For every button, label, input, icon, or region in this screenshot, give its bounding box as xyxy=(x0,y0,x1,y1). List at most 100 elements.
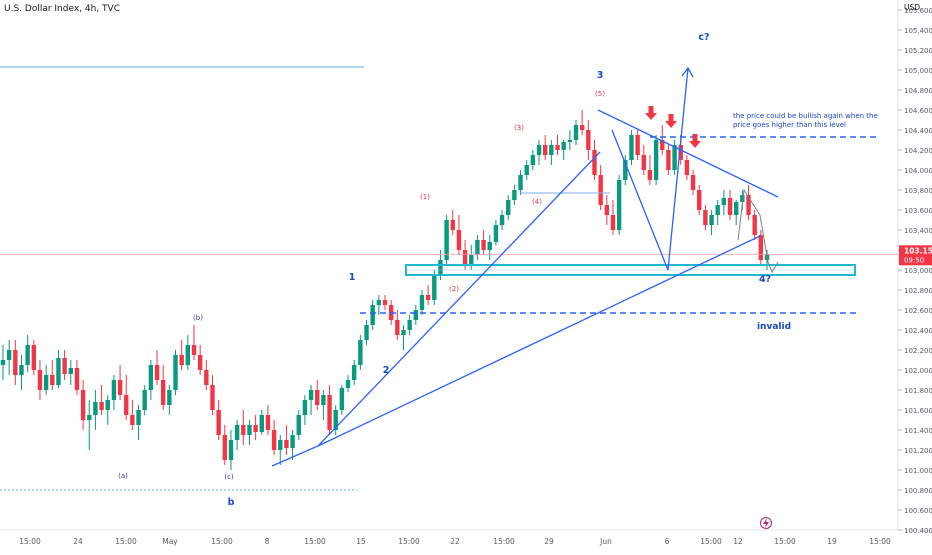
wave-label: b xyxy=(228,497,235,508)
candle-body xyxy=(493,225,499,242)
candle-body xyxy=(382,300,388,305)
candle-body xyxy=(623,160,628,180)
y-tick-label: 101.200 xyxy=(904,447,932,455)
candle-body xyxy=(99,402,104,410)
candle-body xyxy=(592,150,597,175)
candle-body xyxy=(43,375,49,390)
candle-body xyxy=(56,358,61,385)
candle-body xyxy=(247,425,252,435)
minor-wave-label: (1) xyxy=(420,193,430,201)
annotation-labels: 103.15709:50 c? 3 1 2 4? b invalid (1) (2) (3) (4) (… xyxy=(118,32,932,508)
y-tick-label: 103.800 xyxy=(904,187,932,195)
y-tick-label: 105.000 xyxy=(904,67,932,75)
candle-body xyxy=(518,175,523,190)
candle-body xyxy=(487,242,492,250)
bullish-note-line-2: price goes higher than this level xyxy=(733,121,846,129)
candle-body xyxy=(456,230,462,250)
x-tick-label: 24 xyxy=(73,537,83,546)
y-tick-label: 101.600 xyxy=(904,407,932,415)
candle-body xyxy=(358,340,363,365)
bullish-note-line-1: the price could be bullish again when th… xyxy=(733,112,878,120)
candle-body xyxy=(376,300,382,305)
candle-body xyxy=(278,440,283,450)
y-axis: 105.600 105.400 105.200 105.000 104.800 104.6… xyxy=(898,3,932,535)
y-tick-label: 103.600 xyxy=(904,207,932,215)
x-tick-label: 15:00 xyxy=(304,537,326,546)
down-arrow-icon xyxy=(692,134,698,141)
candle-body xyxy=(444,220,449,260)
candle-body xyxy=(450,220,455,230)
annotations-layer xyxy=(0,66,932,529)
x-tick-label: 12 xyxy=(733,537,743,546)
candle-body xyxy=(148,365,154,390)
candle-body xyxy=(216,410,221,435)
candle-body xyxy=(475,240,480,255)
y-tick-label: 105.400 xyxy=(904,27,932,35)
price-countdown: 09:50 xyxy=(904,256,924,264)
y-tick-label: 102.800 xyxy=(904,287,932,295)
candle-body xyxy=(339,388,345,410)
lightning-icon-bolt xyxy=(763,518,769,528)
candle-body xyxy=(308,390,314,400)
candle-body xyxy=(50,375,55,385)
candle-body xyxy=(25,345,30,365)
chart-title: U.S. Dollar Index, 4h, TVC xyxy=(4,4,120,14)
x-tick-label: 15:00 xyxy=(398,537,420,546)
candle-body xyxy=(284,440,289,448)
candle-body xyxy=(641,155,646,170)
candle-body xyxy=(604,205,610,215)
lightning-icon xyxy=(760,517,772,529)
last-price-badge xyxy=(899,245,932,266)
candle-body xyxy=(333,410,338,430)
wave-label: 4? xyxy=(759,274,771,285)
candle-body xyxy=(173,355,178,390)
x-tick-label: 15:00 xyxy=(19,537,41,546)
candle-body xyxy=(136,410,141,425)
candle-body xyxy=(31,345,37,370)
x-tick-label: May xyxy=(162,537,178,546)
candle-body xyxy=(364,325,369,340)
lower-trendline xyxy=(317,235,761,447)
down-arrow-icon xyxy=(689,141,701,148)
candle-body xyxy=(142,390,147,410)
x-tick-label: 19 xyxy=(827,537,837,546)
wave-label: invalid xyxy=(757,322,791,332)
candle-body xyxy=(105,400,110,410)
candle-body xyxy=(561,142,566,150)
candle-body xyxy=(191,345,197,355)
y-tick-label: 103.000 xyxy=(904,267,932,275)
candle-body xyxy=(629,135,634,160)
candle-body xyxy=(672,145,677,170)
y-tick-label: 104.400 xyxy=(904,127,932,135)
candle-body xyxy=(80,390,86,420)
y-tick-label: 101.800 xyxy=(904,387,932,395)
candle-body xyxy=(469,255,474,265)
candle-body xyxy=(179,355,184,365)
candle-body xyxy=(579,125,585,130)
candle-body xyxy=(616,180,622,230)
x-axis: 15:00 24 15:00 May 15:00 8 15:00 15 15:00 22 15:00… xyxy=(19,537,891,546)
candle-body xyxy=(117,380,123,395)
candle-body xyxy=(6,350,12,360)
candle-body xyxy=(124,395,129,415)
candle-body xyxy=(573,125,579,140)
candle-body xyxy=(302,400,308,415)
minor-wave-label: (3) xyxy=(514,124,524,132)
candle-body xyxy=(684,160,690,175)
candle-body xyxy=(419,295,425,310)
candle-body xyxy=(715,205,720,215)
candle-body xyxy=(370,305,375,325)
down-arrow-icon xyxy=(648,106,654,113)
candle-body xyxy=(111,380,117,400)
candle-body xyxy=(598,175,603,205)
y-tick-label: 101.400 xyxy=(904,427,932,435)
candle-body xyxy=(345,380,351,388)
candle-body xyxy=(524,165,529,175)
candle-body xyxy=(68,368,73,374)
x-tick-label: 15:00 xyxy=(115,537,137,546)
candle-body xyxy=(62,358,67,374)
minor-wave-label: (c) xyxy=(224,473,234,481)
down-arrow-icon xyxy=(645,113,657,120)
candle-body xyxy=(549,145,554,155)
